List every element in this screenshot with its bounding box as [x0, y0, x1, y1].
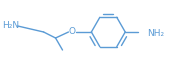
Text: O: O: [69, 28, 76, 36]
Text: H₂N: H₂N: [2, 22, 19, 31]
Text: NH₂: NH₂: [147, 30, 164, 39]
